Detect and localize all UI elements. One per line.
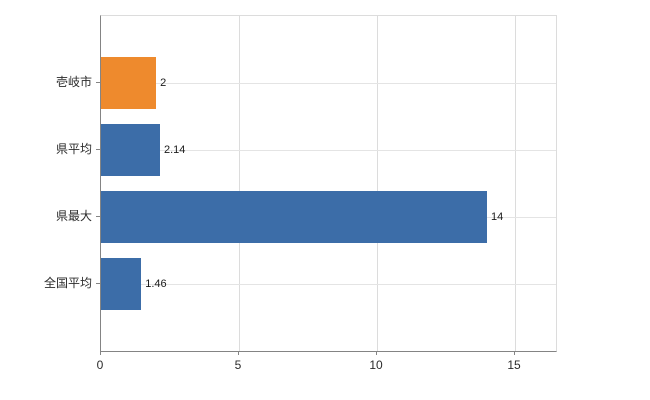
- x-axis-tick: [100, 351, 101, 355]
- x-axis-tick-label: 0: [96, 358, 104, 372]
- horizontal-gridline: [101, 284, 556, 285]
- y-axis-tick: [96, 216, 100, 217]
- x-axis-tick-label: 10: [369, 358, 383, 372]
- vertical-gridline: [514, 16, 516, 351]
- vertical-gridline: [238, 16, 240, 351]
- x-axis-tick-label: 15: [507, 358, 521, 372]
- category-label: 県最大: [55, 209, 92, 223]
- vertical-gridline: [376, 16, 378, 351]
- bar-value-label: 1.46: [145, 278, 167, 290]
- horizontal-gridline: [101, 83, 556, 84]
- category-label: 県平均: [55, 142, 92, 156]
- bar-県平均: [101, 124, 160, 176]
- category-label: 全国平均: [43, 276, 92, 290]
- y-axis-tick: [96, 149, 100, 150]
- category-label: 壱岐市: [55, 75, 92, 89]
- y-axis-tick: [96, 82, 100, 83]
- x-axis-tick: [514, 351, 515, 355]
- bar-value-label: 14: [491, 211, 504, 223]
- x-axis-tick: [376, 351, 377, 355]
- bar-全国平均: [101, 258, 142, 310]
- plot-area: 2 2.14 14 1.46: [100, 15, 557, 352]
- y-axis-tick: [96, 283, 100, 284]
- x-axis-tick-label: 5: [234, 358, 242, 372]
- x-axis-tick: [238, 351, 239, 355]
- bar-県最大: [101, 191, 488, 243]
- bar-value-label: 2: [160, 77, 167, 89]
- bar-壱岐市: [101, 57, 157, 109]
- horizontal-gridline: [101, 150, 556, 151]
- bar-value-label: 2.14: [164, 144, 186, 156]
